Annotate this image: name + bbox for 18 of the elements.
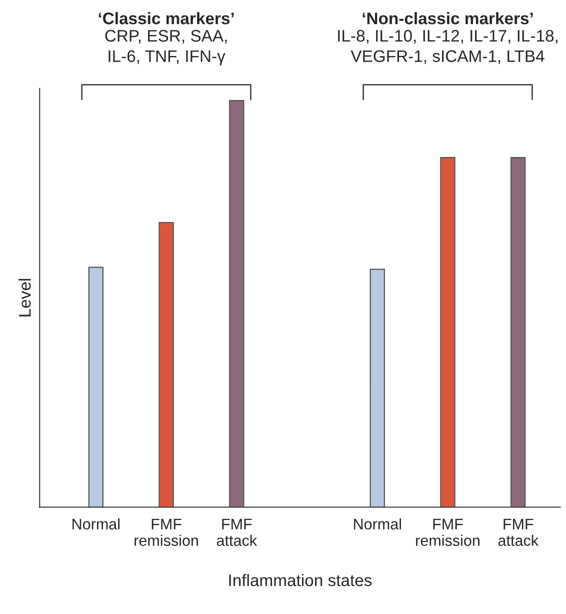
x-tick-label: FMF attack (498, 518, 539, 546)
x-tick-label: FMF remission (134, 518, 198, 546)
text: ‘Non-classic markers’ (362, 12, 533, 24)
x-tick-label: Normal (354, 518, 401, 530)
x-tick-label: FMF remission (416, 518, 480, 546)
x-tick-label: FMF attack (216, 518, 258, 546)
bar (370, 268, 385, 508)
bar (440, 156, 456, 508)
y-axis-title: Level (18, 278, 31, 316)
bar (158, 222, 174, 508)
x-tick-label: Normal (72, 518, 120, 530)
text: CRP, ESR, SAA, IL-6, TNF, IFN-γ (105, 30, 227, 66)
x-axis-title: Inflammation states (229, 574, 372, 586)
text: IL-8, IL-10, IL-12, IL-17, IL-18, VEGFR-1, sICAM-1, LTB4 (338, 30, 558, 64)
bar (88, 266, 104, 508)
text: ‘Classic markers’ (98, 12, 234, 24)
bar (510, 156, 526, 508)
bar (229, 100, 244, 508)
